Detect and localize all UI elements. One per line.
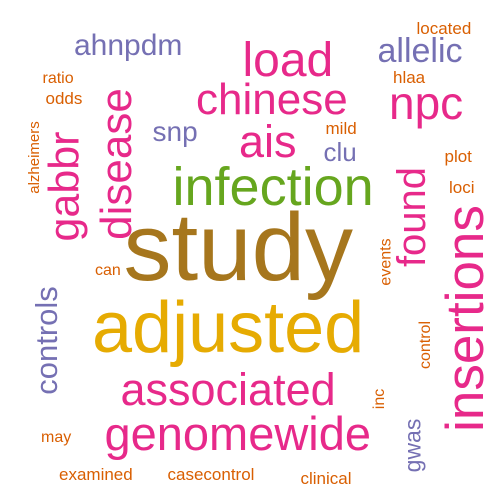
word-gwas: gwas	[399, 418, 426, 472]
word-mild: mild	[325, 118, 357, 138]
word-events: events	[377, 238, 395, 286]
word-infection: infection	[172, 157, 374, 217]
word-ratio: ratio	[42, 70, 74, 87]
word-adjusted: adjusted	[92, 288, 365, 368]
word-can: can	[95, 262, 121, 279]
word-clu: clu	[323, 137, 357, 167]
word-located: located	[416, 18, 472, 38]
word-inc: inc	[371, 388, 389, 410]
word-allelic: allelic	[377, 32, 463, 70]
word-alzheimers: alzheimers	[25, 120, 43, 194]
word-clinical: clinical	[300, 468, 352, 488]
word-genomewide: genomewide	[104, 406, 372, 460]
word-gabbr: gabbr	[40, 131, 89, 241]
word-insertions: insertions	[435, 204, 495, 432]
word-study: study	[123, 194, 353, 301]
word-loci: loci	[449, 177, 475, 197]
word-chinese: chinese	[196, 75, 348, 124]
word-associated: associated	[120, 363, 336, 415]
word-hlaa: hlaa	[393, 67, 426, 87]
word-found: found	[390, 166, 435, 268]
word-odds: odds	[45, 88, 83, 108]
word-plot: plot	[444, 146, 472, 166]
word-casecontrol: casecontrol	[167, 464, 255, 484]
word-snp: snp	[152, 116, 198, 147]
word-ais: ais	[239, 115, 297, 167]
word-disease: disease	[91, 88, 141, 240]
word-may: may	[41, 429, 72, 446]
word-npc: npc	[389, 77, 464, 129]
word-ahnpdm: ahnpdm	[74, 29, 183, 62]
word-load: load	[242, 34, 334, 87]
word-control: control	[417, 320, 435, 370]
word-controls: controls	[28, 285, 64, 395]
word-examined: examined	[59, 464, 133, 484]
